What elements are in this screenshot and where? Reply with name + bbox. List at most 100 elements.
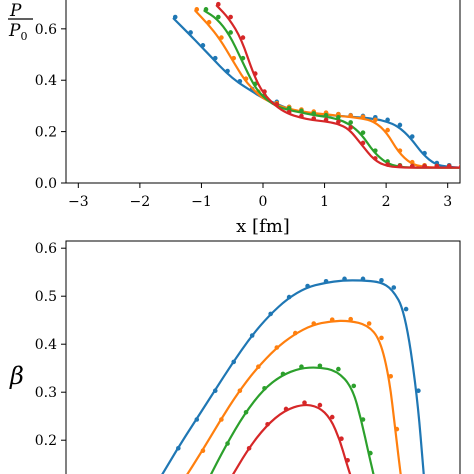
data-point-blue	[200, 43, 206, 48]
data-point-red	[385, 162, 390, 167]
data-point-red	[317, 402, 323, 408]
data-point-blue	[379, 278, 384, 283]
data-point-red	[216, 1, 221, 7]
pressure-y-axis-label: P P0	[8, 1, 33, 43]
data-point-blue	[403, 306, 409, 312]
data-point-blue	[397, 122, 403, 128]
data-point-green	[216, 14, 221, 20]
x-tick-label: −1	[191, 194, 212, 210]
data-point-red	[246, 446, 252, 451]
data-point-orange	[194, 7, 200, 12]
data-point-orange	[348, 316, 353, 322]
data-point-red	[265, 422, 270, 427]
data-point-orange	[231, 55, 237, 61]
data-point-orange	[379, 335, 384, 341]
x-tick-label: 2	[382, 194, 391, 210]
data-point-blue	[231, 359, 237, 365]
data-point-orange	[348, 113, 353, 118]
data-point-blue	[385, 117, 390, 123]
data-point-blue	[176, 446, 181, 451]
data-point-green	[323, 112, 329, 118]
x-tick-label: −3	[68, 194, 89, 210]
series-line-orange	[186, 319, 402, 474]
data-point-red	[348, 125, 353, 130]
data-point-blue	[172, 14, 178, 20]
data-point-red	[302, 400, 307, 406]
data-point-blue	[237, 78, 243, 84]
data-point-green	[240, 55, 246, 61]
series-line-green	[203, 9, 460, 169]
data-point-green	[299, 108, 304, 114]
data-point-blue	[342, 276, 347, 282]
data-point-orange	[366, 321, 372, 326]
data-point-blue	[360, 276, 366, 282]
data-point-green	[252, 81, 258, 87]
data-point-red	[360, 140, 366, 146]
data-point-orange	[219, 35, 224, 40]
series-line-red	[215, 4, 460, 169]
data-point-orange	[385, 127, 390, 133]
y-tick-label: 0.6	[35, 241, 57, 257]
data-point-red	[446, 163, 452, 169]
y-tick-label: 0.2	[35, 125, 57, 141]
data-point-red	[323, 117, 329, 123]
pressure-x-axis-ticks: −3 −2 −1 0 1 2 3	[68, 183, 452, 210]
data-point-orange	[311, 321, 317, 326]
data-point-red	[422, 163, 427, 169]
data-point-red	[434, 163, 440, 169]
data-point-orange	[397, 148, 403, 153]
data-point-red	[373, 156, 378, 161]
data-point-green	[317, 363, 323, 369]
series-line-blue	[161, 279, 425, 474]
data-point-red	[339, 436, 344, 442]
series-line-orange	[194, 9, 460, 169]
pressure-panel: 0.0 0.2 0.4 0.6 −3 −2 −1 0 1 2 3 P P0 x [fm]	[8, 0, 461, 237]
data-point-blue	[391, 285, 397, 290]
data-point-green	[311, 111, 317, 116]
series-line-red	[231, 403, 352, 474]
data-point-blue	[416, 388, 421, 394]
data-point-blue	[212, 55, 218, 61]
data-point-orange	[243, 76, 249, 82]
data-point-blue	[249, 333, 255, 338]
data-point-blue	[305, 283, 310, 289]
data-point-red	[262, 89, 267, 94]
data-point-green	[225, 441, 230, 446]
y-label-numerator: P	[9, 1, 22, 21]
data-point-blue	[286, 294, 292, 300]
data-point-blue	[422, 150, 427, 156]
data-point-orange	[409, 159, 415, 165]
data-point-green	[368, 450, 373, 456]
data-point-red	[252, 71, 258, 76]
beta-series-group	[161, 276, 425, 474]
y-tick-label: 0.2	[35, 433, 57, 449]
data-point-orange	[388, 374, 394, 379]
data-point-red	[286, 109, 292, 115]
data-point-orange	[219, 417, 224, 422]
data-point-red	[228, 14, 233, 20]
data-point-blue	[409, 134, 415, 139]
pressure-x-axis-label: x [fm]	[236, 216, 290, 237]
data-point-orange	[274, 345, 280, 350]
data-point-orange	[206, 19, 212, 25]
series-line-blue	[172, 17, 460, 169]
beta-panel: 0.2 0.3 0.4 0.5 0.6 β	[9, 240, 461, 474]
pressure-y-axis-ticks: 0.0 0.2 0.4 0.6	[35, 22, 66, 192]
data-point-blue	[212, 388, 218, 394]
data-point-green	[336, 114, 341, 120]
data-point-green	[351, 383, 357, 389]
data-point-red	[336, 119, 341, 125]
y-tick-label: 0.0	[35, 176, 57, 192]
data-point-blue	[188, 30, 193, 35]
data-point-green	[280, 371, 286, 377]
data-point-green	[203, 7, 209, 12]
y-tick-label: 0.3	[35, 385, 57, 401]
data-point-red	[274, 102, 280, 107]
x-tick-label: 0	[259, 194, 268, 210]
data-point-green	[262, 386, 267, 391]
data-point-orange	[373, 117, 378, 123]
data-point-blue	[323, 278, 329, 284]
data-point-orange	[394, 426, 400, 432]
data-point-green	[299, 364, 304, 370]
